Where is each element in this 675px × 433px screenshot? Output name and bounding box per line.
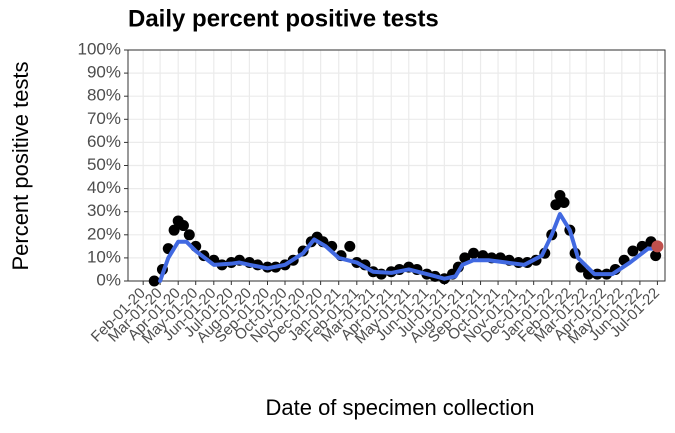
- y-tick-label: 40%: [87, 178, 121, 197]
- y-tick-label: 20%: [87, 224, 121, 243]
- y-tick-label: 60%: [87, 132, 121, 151]
- chart-title: Daily percent positive tests: [128, 5, 439, 32]
- data-point: [558, 196, 570, 208]
- y-tick-label: 80%: [87, 86, 121, 105]
- data-point: [468, 247, 480, 259]
- data-point: [148, 275, 160, 287]
- data-point: [650, 250, 662, 262]
- y-tick-label: 0%: [96, 270, 121, 289]
- y-tick-label: 30%: [87, 201, 121, 220]
- smooth-line: [158, 212, 660, 283]
- y-tick-label: 10%: [87, 247, 121, 266]
- last-point: [651, 240, 664, 253]
- y-tick-label: 50%: [87, 155, 121, 174]
- plot-border: [127, 49, 666, 282]
- x-axis-label: Date of specimen collection: [265, 395, 534, 420]
- y-tick-label: 100%: [78, 39, 121, 58]
- data-point: [177, 220, 189, 232]
- data-point: [627, 245, 639, 257]
- data-point: [183, 229, 195, 241]
- data-point: [344, 240, 356, 252]
- data-point: [168, 224, 180, 236]
- y-axis-label: Percent positive tests: [8, 61, 33, 270]
- y-tick-label: 90%: [87, 63, 121, 82]
- y-tick-label: 70%: [87, 109, 121, 128]
